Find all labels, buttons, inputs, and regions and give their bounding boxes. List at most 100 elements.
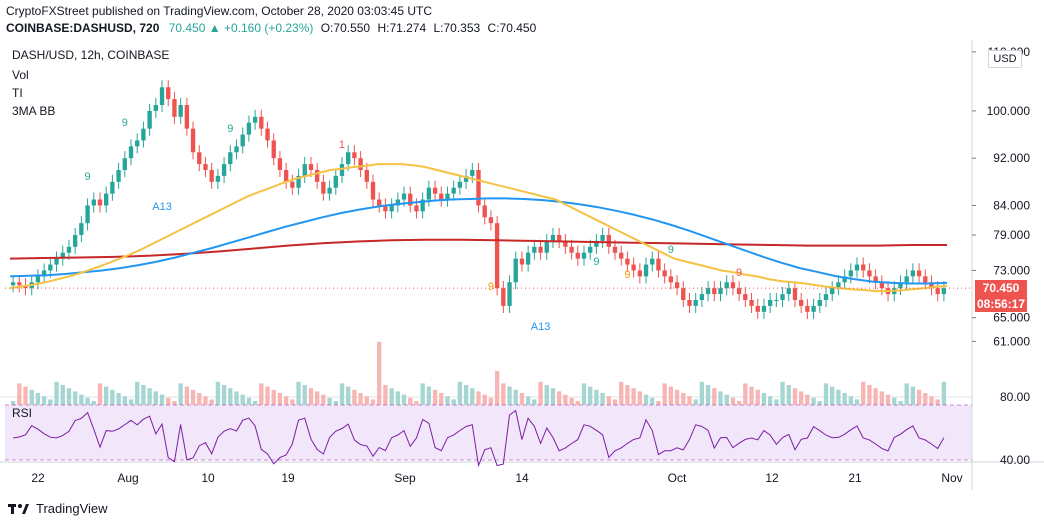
volume-bar [941, 381, 947, 405]
candle-body [141, 128, 146, 141]
candle-body [929, 282, 934, 289]
publish-line: CryptoFXStreet published on TradingView.… [6, 4, 433, 18]
candle-body [724, 282, 729, 289]
currency-selector[interactable]: USD [988, 50, 1022, 68]
legend-ti[interactable]: TI [12, 86, 23, 100]
candle-body [463, 175, 469, 182]
volume-bar [799, 391, 804, 405]
volume-bar [780, 381, 785, 405]
candle-body [277, 158, 283, 170]
volume-bar [575, 401, 580, 405]
volume-bar [91, 401, 96, 405]
volume-bar [463, 385, 469, 405]
volume-bar [687, 396, 692, 405]
time-tick-label: 14 [515, 471, 529, 485]
tradingview-brand[interactable]: TradingView [8, 501, 108, 516]
volume-bar [283, 396, 289, 405]
td-annotation: 9 [85, 171, 91, 183]
volume-bar [141, 385, 146, 405]
td-annotation: A13 [531, 321, 551, 333]
volume-bar [370, 399, 376, 405]
volume-bar [525, 396, 531, 405]
volume-bar [556, 391, 562, 405]
volume-bar [234, 391, 239, 405]
volume-bar [600, 393, 605, 405]
candle-body [519, 258, 525, 265]
symbol-label: COINBASE:DASHUSD, 720 [6, 21, 160, 35]
volume-bar [594, 389, 599, 405]
volume-bar [619, 381, 624, 405]
legend-ma[interactable]: 3MA BB [12, 104, 56, 118]
volume-bar [705, 385, 711, 405]
candle-body [842, 276, 847, 283]
volume-bar [432, 389, 438, 405]
volume-bar [426, 386, 432, 405]
legend-vol[interactable]: Vol [12, 68, 29, 82]
candle-body [91, 199, 96, 206]
volume-bar [116, 393, 121, 405]
volume-bar [693, 399, 698, 405]
volume-bar [166, 397, 171, 405]
candle-body [910, 270, 916, 277]
volume-bar [408, 397, 413, 405]
volume-bar [184, 386, 190, 405]
candle-body [650, 258, 655, 265]
candle-body [10, 282, 16, 286]
candle-body [588, 246, 593, 253]
candle-body [122, 158, 127, 170]
candle-body [923, 276, 928, 283]
price-tick-label: 79.000 [993, 228, 1030, 242]
td-annotation: 9 [488, 281, 494, 293]
candle-body [612, 246, 618, 253]
candle-body [674, 282, 680, 289]
td-annotation: 9 [624, 269, 630, 281]
candle-body [228, 152, 233, 165]
candle-body [904, 276, 909, 283]
candle-body [867, 270, 872, 277]
volume-bar [650, 397, 655, 405]
volume-bar [836, 389, 841, 405]
volume-bar [364, 396, 369, 405]
candle-body [637, 270, 643, 277]
candle-body [712, 288, 717, 295]
rsi-tick-label: 40.00 [1000, 453, 1030, 467]
candle-body [178, 105, 183, 117]
volume-bar [41, 396, 47, 405]
volume-bar [302, 385, 307, 405]
volume-bar [668, 386, 674, 405]
price-chart[interactable]: 110.000100.00092.00084.00079.00073.00065… [0, 40, 1044, 500]
volume-bar [265, 386, 270, 405]
volume-bar [476, 391, 481, 405]
volume-bar [60, 385, 65, 405]
rsi-label: RSI [12, 406, 32, 420]
volume-bar [929, 396, 934, 405]
volume-bar [352, 389, 357, 405]
candle-body [879, 282, 885, 289]
candle-body [408, 193, 413, 206]
high-value: 71.274 [389, 21, 427, 35]
volume-bar [252, 401, 258, 405]
volume-bar [190, 389, 196, 405]
volume-bar [420, 383, 425, 405]
candle-body [470, 170, 475, 176]
volume-bar [730, 397, 736, 405]
volume-bar [439, 393, 444, 405]
candle-body [625, 258, 630, 265]
candle-body [718, 288, 723, 295]
td-annotation: 9 [668, 244, 674, 256]
volume-bar [72, 391, 78, 405]
volume-bar [104, 386, 109, 405]
candle-body [836, 282, 841, 289]
candle-body [941, 288, 947, 295]
price-change: 70.450 ▲ +0.160 (+0.23%) [168, 21, 314, 35]
candle-body [221, 164, 227, 176]
volume-bar [246, 397, 252, 405]
time-tick-label: 22 [31, 471, 45, 485]
volume-bar [333, 401, 338, 405]
candle-body [370, 181, 376, 200]
legend-title[interactable]: DASH/USD, 12h, COINBASE [12, 48, 170, 62]
candle-body [159, 87, 165, 105]
volume-bar [749, 386, 754, 405]
volume-bar [383, 385, 388, 405]
candle-body [147, 110, 152, 129]
